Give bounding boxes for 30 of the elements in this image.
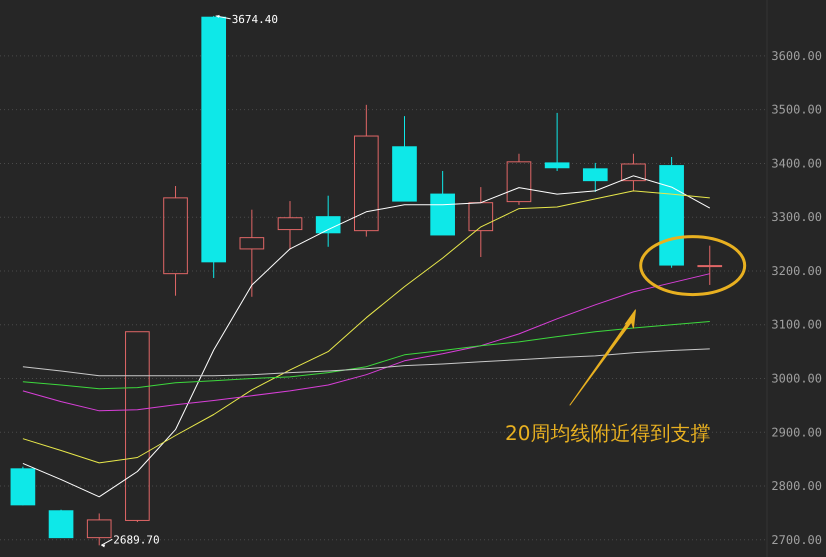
y-tick-label: 3100.00 bbox=[771, 318, 822, 332]
y-tick-label: 2800.00 bbox=[771, 479, 822, 494]
y-tick-label: 3600.00 bbox=[771, 48, 822, 63]
line-series bbox=[22, 321, 710, 390]
y-tick-label: 2700.00 bbox=[771, 532, 822, 547]
y-tick-label: 3000.00 bbox=[771, 372, 822, 386]
y-tick-label: 3500.00 bbox=[771, 102, 822, 117]
candlestick bbox=[86, 512, 112, 546]
candlestick bbox=[240, 209, 264, 298]
y-tick-label: 3300.00 bbox=[771, 210, 822, 224]
line-series bbox=[22, 175, 710, 498]
candlestick bbox=[278, 200, 302, 250]
candlestick bbox=[316, 195, 340, 248]
candlestick bbox=[544, 112, 570, 172]
candlestick bbox=[506, 153, 532, 206]
candlestick bbox=[163, 186, 188, 296]
candlestick bbox=[621, 153, 646, 192]
line-series bbox=[22, 273, 710, 412]
line-series bbox=[22, 190, 710, 464]
annotation: 20周均线附近得到支撑 bbox=[505, 421, 710, 445]
y-tick-label: 2900.00 bbox=[771, 425, 822, 440]
y-tick-label: 3200.00 bbox=[771, 264, 822, 278]
candlestick bbox=[468, 186, 494, 258]
y-tick-label: 3400.00 bbox=[771, 156, 822, 170]
candlestick bbox=[582, 162, 608, 192]
candlestick bbox=[354, 104, 379, 238]
annotation: 3674.40 bbox=[232, 12, 278, 26]
candlestick bbox=[697, 245, 722, 286]
annotation: 2689.70 bbox=[113, 533, 160, 546]
line-series bbox=[22, 348, 710, 376]
